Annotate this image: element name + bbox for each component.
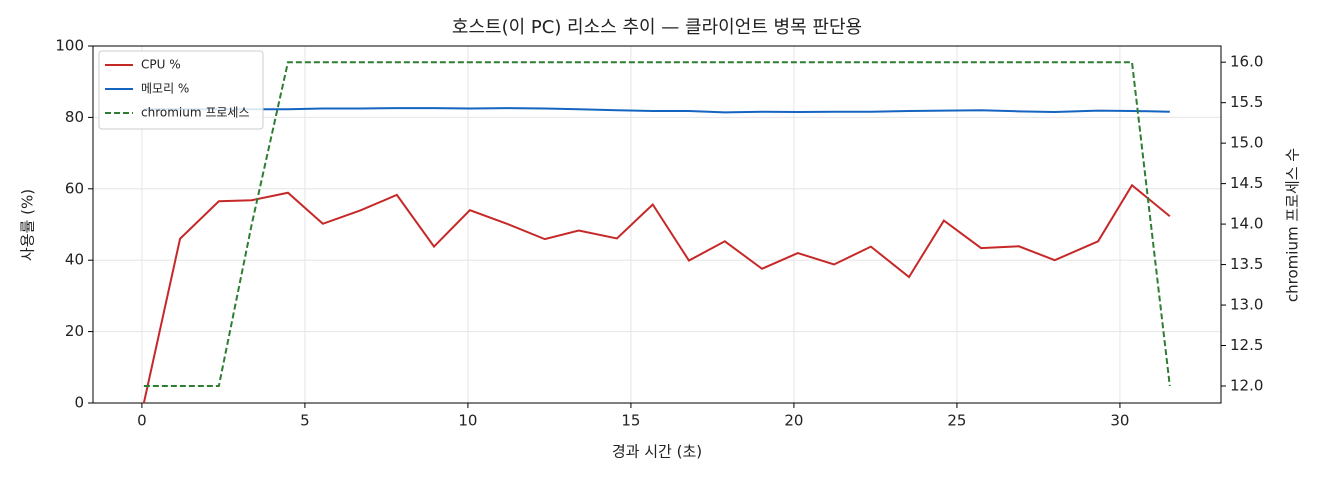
y2-tick-label: 14.0 [1230,215,1263,233]
legend-label: 메모리 % [141,82,189,96]
y2-tick-label: 12.0 [1230,377,1263,395]
x-tick-label: 5 [300,412,310,430]
y-tick-label: 20 [65,322,84,340]
y-tick-label: 40 [65,251,84,269]
x-tick-label: 20 [784,412,803,430]
y-axis-label: 사용률 (%) [19,189,37,261]
x-axis-label: 경과 시간 (초) [612,443,702,461]
x-tick-label: 15 [621,412,640,430]
y2-tick-label: 16.0 [1230,53,1263,71]
y2-tick-label: 13.5 [1230,255,1263,273]
legend: CPU % 메모리 % chromium 프로세스 [98,50,264,130]
y2-tick-label: 14.5 [1230,174,1263,192]
y2-tick-label: 13.0 [1230,296,1263,314]
series-line [143,107,1170,114]
x-tick-label: 25 [947,412,966,430]
legend-box [98,50,264,130]
y2-tick-label: 15.5 [1230,93,1263,111]
x-tick-label: 0 [137,412,147,430]
x-tick-label: 30 [1110,412,1129,430]
series-line [143,61,1171,387]
plot-frame [92,45,1222,404]
legend-label: chromium 프로세스 [141,106,250,120]
chart-title: 호스트(이 PC) 리소스 추이 — 클라이언트 병목 판단용 [452,17,862,38]
x-tick-label: 10 [458,412,477,430]
series-line [142,183,1171,404]
y2-axis-label: chromium 프로세스 수 [1284,148,1302,302]
y-tick-label: 80 [65,108,84,126]
y-tick-label: 60 [65,179,84,197]
y2-tick-label: 15.0 [1230,134,1263,152]
y2-tick-label: 12.5 [1230,336,1263,354]
y-tick-label: 100 [55,37,84,55]
legend-label: CPU % [141,58,181,72]
y-tick-label: 0 [74,394,84,412]
